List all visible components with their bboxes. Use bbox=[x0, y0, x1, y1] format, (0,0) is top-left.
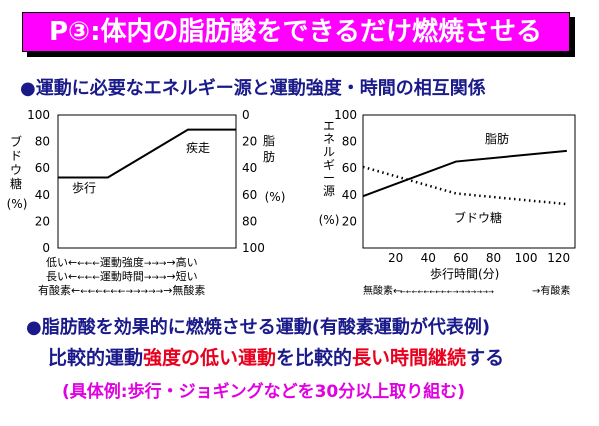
axis-label-char: 糖 bbox=[10, 176, 22, 191]
right-tick-label: 20 bbox=[242, 135, 257, 149]
axis-label-char: ル bbox=[323, 145, 335, 159]
long-duration-emphasis: 長い時間継続 bbox=[352, 347, 467, 369]
fat-series-label: 脂肪 bbox=[485, 131, 509, 146]
x-axis-ticks: 20 40 60 80 100 120 bbox=[388, 251, 570, 265]
left-chart-frame bbox=[57, 114, 237, 249]
glucose-series-line bbox=[362, 165, 567, 206]
scale-line: 長い←←←←運動時間→→→→短い bbox=[46, 269, 198, 283]
y-tick-label: 80 bbox=[342, 135, 357, 149]
scale-part: 有酸素← bbox=[38, 283, 80, 297]
scale-part: →→→→→ bbox=[125, 287, 163, 297]
left-tick-label: 100 bbox=[27, 108, 50, 122]
left-tick-label: 80 bbox=[35, 135, 50, 149]
axis-label-char: 脂 bbox=[263, 133, 275, 148]
energy-source-axis-label: エネルギー源 (%) bbox=[319, 119, 340, 227]
left-tick-label: 20 bbox=[35, 214, 50, 228]
left-axis-ticks: 100 80 60 40 20 0 bbox=[27, 108, 50, 255]
scale-part: ←←←←←← bbox=[80, 287, 126, 297]
bottom-scale-left: 無酸素← bbox=[363, 284, 401, 297]
y-tick-label: 60 bbox=[342, 161, 357, 175]
scale-part: ←←← bbox=[77, 273, 100, 283]
axis-label-char: ギ bbox=[323, 158, 335, 172]
x-tick-label: 20 bbox=[388, 251, 403, 265]
axis-label-char: ド bbox=[10, 149, 22, 163]
axis-label-char: ブ bbox=[10, 134, 22, 149]
main-statement-text: ●脂肪酸を効果的に燃焼させる運動(有酸素運動が代表例) bbox=[26, 317, 491, 338]
axis-label-char: 肪 bbox=[263, 149, 275, 164]
scale-line: 有酸素←←←←←←←→→→→→→無酸素 bbox=[38, 283, 205, 297]
scale-part: →→→ bbox=[144, 259, 167, 269]
left-tick-label: 40 bbox=[35, 188, 50, 202]
energy-shift-line bbox=[58, 128, 236, 179]
scale-line: 低い←←←←運動強度→→→→高い bbox=[46, 255, 198, 269]
x-tick-label: 40 bbox=[421, 251, 436, 265]
scale-part: →無酸素 bbox=[163, 283, 205, 297]
axis-label-char: エ bbox=[323, 119, 335, 133]
comparison-part-5: する bbox=[466, 347, 505, 369]
section-heading: ●運動に必要なエネルギー源と運動強度・時間の相互関係 bbox=[20, 78, 486, 99]
x-tick-label: 100 bbox=[515, 251, 538, 265]
fat-axis-label: 脂肪 (%) bbox=[263, 133, 285, 204]
comparison-line: 比較的運動強度の低い運動を比較的長い時間継続する bbox=[48, 343, 504, 370]
right-tick-label: 0 bbox=[242, 108, 250, 122]
scale-part: →→→ bbox=[144, 273, 167, 283]
glucose-series-label: ブドウ糖 bbox=[454, 210, 502, 225]
y-axis-ticks: 100 80 60 40 20 bbox=[334, 108, 357, 228]
axis-label-char: ネ bbox=[323, 132, 335, 146]
axis-label-char: 源 bbox=[323, 184, 335, 198]
scale-part: 運動強度 bbox=[100, 255, 144, 269]
title-banner: P③:体内の脂肪酸をできるだけ燃焼させる bbox=[22, 12, 570, 52]
walking-label: 歩行 bbox=[72, 180, 96, 195]
x-axis-title: 歩行時間(分) bbox=[430, 266, 499, 281]
x-tick-label: 60 bbox=[453, 251, 468, 265]
sprint-label: 疾走 bbox=[186, 140, 210, 155]
right-tick-label: 60 bbox=[242, 188, 257, 202]
example-line: (具体例:歩行・ジョギングなどを30分以上取り組む) bbox=[62, 382, 465, 402]
glucose-axis-label: ブドウ糖 (%) bbox=[7, 134, 28, 211]
axis-label-unit: (%) bbox=[265, 190, 286, 204]
left-tick-label: 0 bbox=[42, 241, 50, 255]
x-scale-lines: 低い←←←←運動強度→→→→高い長い←←←←運動時間→→→→短い有酸素←←←←←… bbox=[38, 255, 205, 297]
right-tick-label: 100 bbox=[242, 241, 265, 255]
x-tick-label: 80 bbox=[486, 251, 501, 265]
main-statement: ●脂肪酸を効果的に燃焼させる運動(有酸素運動が代表例) bbox=[26, 313, 490, 339]
left-tick-label: 60 bbox=[35, 161, 50, 175]
scale-part: 運動時間 bbox=[100, 269, 144, 283]
scale-part: →短い bbox=[166, 269, 197, 283]
axis-label-unit: (%) bbox=[319, 213, 340, 227]
bottom-scale-arrows: ←←←←←←←←←→→→→→→→ bbox=[400, 288, 494, 296]
axis-label-unit: (%) bbox=[7, 197, 28, 211]
scale-part: ←←← bbox=[77, 259, 100, 269]
right-axis-ticks: 0 20 40 60 80 100 bbox=[242, 108, 265, 255]
y-tick-label: 20 bbox=[342, 214, 357, 228]
x-tick-label: 120 bbox=[547, 251, 570, 265]
right-tick-label: 40 bbox=[242, 161, 257, 175]
scale-part: 長い← bbox=[46, 270, 77, 283]
scale-part: 低い← bbox=[46, 256, 77, 269]
page-title: P③:体内の脂肪酸をできるだけ燃焼させる bbox=[49, 17, 542, 47]
comparison-part-3: を比較的 bbox=[276, 347, 353, 369]
bottom-scale: 無酸素← ←←←←←←←←←→→→→→→→ →有酸素 bbox=[363, 284, 570, 297]
axis-label-char: ウ bbox=[10, 163, 22, 177]
bottom-scale-right: →有酸素 bbox=[532, 284, 570, 297]
axis-label-char: ー bbox=[323, 171, 335, 185]
low-intensity-emphasis: 強度の低い運動 bbox=[143, 347, 277, 369]
y-tick-label: 40 bbox=[342, 188, 357, 202]
right-chart-frame bbox=[362, 114, 576, 249]
right-tick-label: 80 bbox=[242, 214, 257, 228]
right-chart: 100 80 60 40 20 20 40 60 80 100 120 脂肪 ブドウ糖 エネルギー… bbox=[319, 108, 576, 297]
fat-series-line bbox=[362, 149, 567, 198]
scale-part: →高い bbox=[166, 255, 197, 269]
y-tick-label: 100 bbox=[334, 108, 357, 122]
comparison-part-1: 比較的運動 bbox=[48, 347, 144, 369]
